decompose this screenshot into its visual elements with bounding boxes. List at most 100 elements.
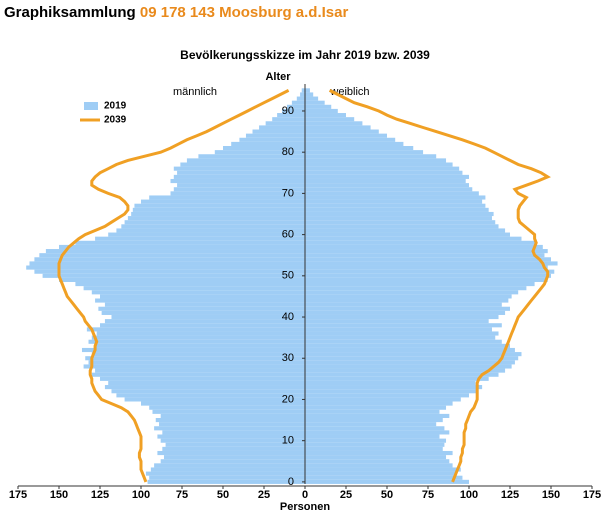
bar [305, 203, 486, 208]
bar [173, 174, 305, 179]
bar [177, 183, 305, 188]
bar [173, 166, 305, 171]
bar [305, 393, 469, 398]
bar [305, 347, 515, 353]
bar [305, 199, 483, 204]
bar [305, 100, 325, 105]
bar [305, 352, 522, 357]
bar [223, 146, 305, 151]
bar [305, 162, 453, 167]
bar [305, 389, 478, 394]
bar [186, 158, 305, 163]
bar [305, 405, 447, 410]
bar [59, 277, 305, 282]
bar [305, 459, 450, 464]
header: Graphiksammlung 09 178 143 Moosburg a.d.… [4, 4, 348, 21]
bar [305, 96, 319, 101]
bar [160, 459, 305, 464]
bar [162, 446, 305, 451]
bar [83, 286, 305, 291]
bar [305, 253, 545, 258]
bar [173, 187, 305, 192]
bar [157, 450, 305, 456]
bar [305, 178, 466, 184]
side-label: männlich [173, 86, 217, 98]
y-tick-label: 30 [282, 352, 294, 364]
bar [305, 191, 479, 196]
x-tick-label: 175 [583, 489, 601, 501]
bar [88, 360, 306, 365]
bar [116, 393, 306, 398]
y-tick-label: 60 [282, 229, 294, 241]
y-tick-label: 70 [282, 187, 294, 199]
bar [305, 269, 555, 274]
y-axis-label: Alter [265, 71, 291, 83]
y-tick-label: 40 [282, 311, 294, 323]
y-tick-label: 20 [282, 393, 294, 405]
bar [286, 104, 305, 109]
bar [124, 397, 305, 402]
header-region: 09 178 143 Moosburg a.d.Isar [139, 4, 349, 21]
bar [100, 294, 305, 299]
bar [305, 125, 371, 130]
bar [259, 125, 305, 130]
bar [305, 471, 456, 476]
chart-title: Bevölkerungsskizze im Jahr 2019 bzw. 203… [180, 48, 430, 62]
bar [42, 273, 305, 278]
x-tick-label: 50 [381, 489, 393, 501]
bar [305, 129, 379, 134]
legend-swatch [84, 102, 98, 110]
bar [154, 463, 305, 468]
bar [108, 232, 305, 237]
bar [101, 310, 305, 315]
bar [305, 257, 551, 262]
bar [157, 434, 305, 439]
bar [116, 228, 306, 233]
bar [88, 339, 306, 344]
bar [155, 418, 305, 423]
bar [305, 372, 499, 377]
bar [85, 356, 306, 361]
bar [305, 434, 440, 439]
bar [198, 154, 305, 159]
bar [163, 455, 305, 460]
bar [305, 450, 453, 456]
bar [26, 265, 305, 270]
line [57, 89, 290, 483]
bar [305, 385, 483, 390]
bar [305, 327, 492, 332]
bar [305, 397, 461, 402]
bar [305, 314, 499, 320]
bar [305, 187, 473, 192]
bar [305, 113, 346, 118]
bar [305, 282, 535, 287]
y-tick-label: 80 [282, 146, 294, 158]
bar [305, 183, 469, 188]
bar [296, 96, 305, 101]
bar [91, 290, 305, 295]
x-tick-label: 125 [91, 489, 109, 501]
bar [95, 298, 305, 303]
bar [305, 104, 332, 109]
y-tick-label: 0 [288, 476, 294, 488]
bar [305, 232, 510, 237]
bar [231, 141, 305, 146]
bar [104, 385, 305, 390]
bar [305, 323, 502, 328]
x-tick-label: 100 [132, 489, 150, 501]
bar [83, 364, 305, 369]
bar [305, 166, 460, 171]
x-tick-label: 150 [50, 489, 68, 501]
bar [305, 339, 502, 344]
bar [100, 323, 305, 328]
bar [305, 298, 509, 303]
bar [305, 249, 548, 254]
bar [177, 170, 305, 175]
bar [100, 376, 305, 381]
x-tick-label: 75 [176, 489, 188, 501]
bar [170, 191, 305, 196]
bar [305, 207, 489, 212]
x-tick-label: 175 [9, 489, 27, 501]
bar [305, 475, 463, 480]
bar [305, 446, 443, 451]
